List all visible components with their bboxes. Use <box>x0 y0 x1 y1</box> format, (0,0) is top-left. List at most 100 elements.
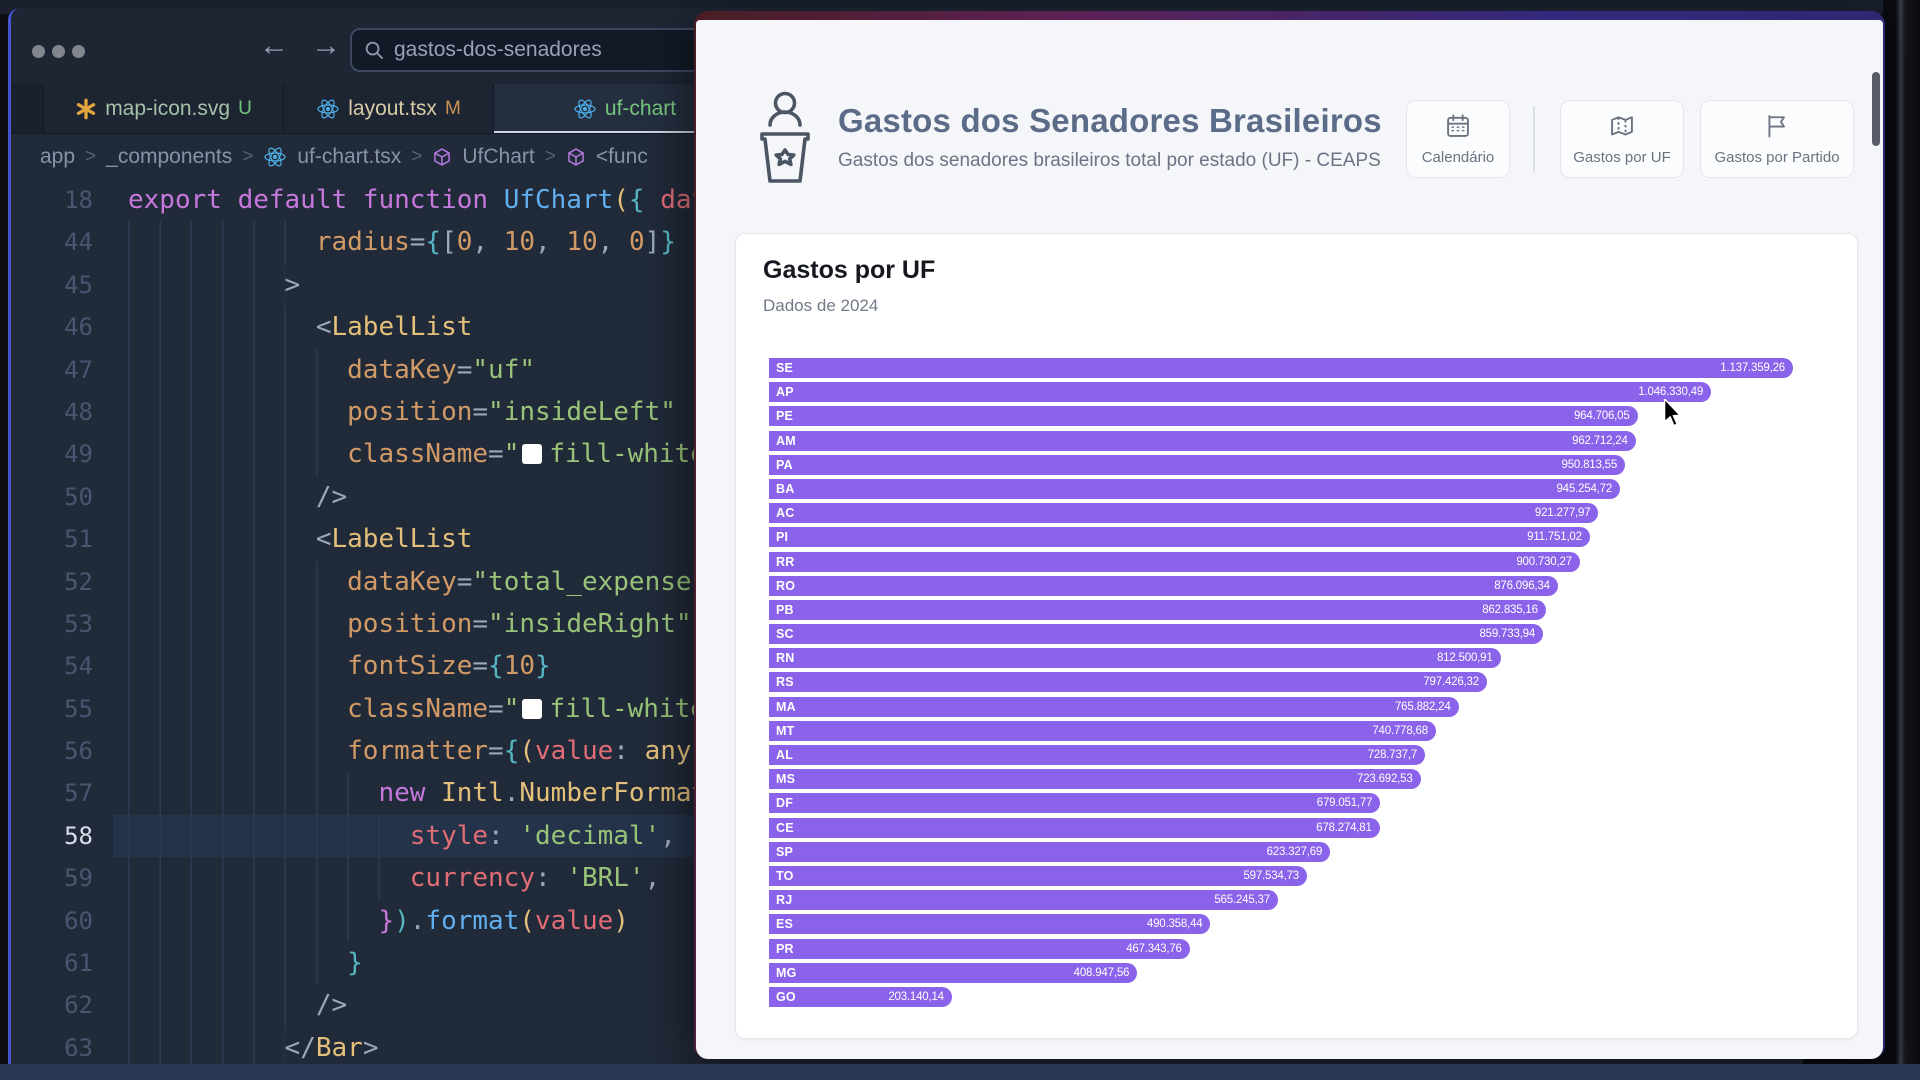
code-line-59[interactable]: 59 currency: 'BRL', <box>11 857 1803 900</box>
bar-AM[interactable]: AM 962.712,24 <box>769 430 1636 451</box>
code-line-54[interactable]: 54 fontSize={10} <box>11 645 1803 688</box>
bar-row-MS: MS 723.692,53 <box>769 769 1793 790</box>
bar-MS[interactable]: MS 723.692,53 <box>769 769 1421 790</box>
bar-TO[interactable]: TO 597.534,73 <box>769 865 1307 886</box>
line-content[interactable]: className=" fill-white <box>113 433 1803 476</box>
breadcrumb-item[interactable]: app <box>40 144 76 168</box>
bar-CE[interactable]: CE 678.274,81 <box>769 817 1380 838</box>
line-content[interactable]: dataKey="total_expenses" <box>113 560 1803 603</box>
bar-SP[interactable]: SP 623.327,69 <box>769 841 1331 862</box>
bar-row-BA: BA 945.254,72 <box>769 478 1793 499</box>
bar-PE[interactable]: PE 964.706,05 <box>769 406 1638 427</box>
bar-RJ[interactable]: RJ 565.245,37 <box>769 890 1278 911</box>
line-content[interactable]: /> <box>113 475 1803 519</box>
bar-PB[interactable]: PB 862.835,16 <box>769 599 1546 620</box>
mouse-cursor <box>1662 399 1684 427</box>
line-content[interactable]: /> <box>113 984 1803 1027</box>
breadcrumb-item[interactable]: _components <box>106 144 233 168</box>
bar-value-label: 1.137.359,26 <box>1720 362 1785 374</box>
bar-AP[interactable]: AP 1.046.330,49 <box>769 382 1712 403</box>
code-line-44[interactable]: 44 radius={[0, 10, 10, 0]} <box>11 221 1803 264</box>
bar-row-AL: AL 728.737,7 <box>769 745 1793 765</box>
bar-row-RO: RO 876.096,34 <box>769 575 1793 596</box>
minimize-window-icon[interactable] <box>52 45 65 58</box>
tab-layout.tsx[interactable]: layout.tsx M <box>284 84 494 133</box>
window-traffic-lights[interactable] <box>32 45 85 58</box>
line-content[interactable]: formatter={(value: any) => <box>113 730 1803 773</box>
line-content[interactable]: dataKey="uf" <box>113 348 1803 391</box>
line-content[interactable]: radius={[0, 10, 10, 0]} <box>113 221 1803 264</box>
bar-RN[interactable]: RN 812.500,91 <box>769 648 1501 669</box>
bar-BA[interactable]: BA 945.254,72 <box>769 478 1621 499</box>
bar-AL[interactable]: AL 728.737,7 <box>769 745 1426 765</box>
bar-row-SC: SC 859.733,94 <box>769 624 1793 645</box>
bar-MA[interactable]: MA 765.882,24 <box>769 696 1459 717</box>
calendar-button[interactable]: Calendário <box>1406 100 1510 178</box>
code-line-18[interactable]: 18 export default function UfChart({ data… <box>11 179 1803 221</box>
bar-RO[interactable]: RO 876.096,34 <box>769 575 1558 596</box>
breadcrumb-item[interactable]: uf-chart.tsx <box>297 144 402 168</box>
line-content[interactable]: currency: 'BRL', <box>113 857 1803 900</box>
flag-icon <box>1763 112 1791 140</box>
bar-GO[interactable]: GO 203.140,14 <box>769 986 952 1007</box>
scrollbar-thumb[interactable] <box>1872 72 1880 146</box>
bar-row-ES: ES 490.358,44 <box>769 914 1793 935</box>
bar-ES[interactable]: ES 490.358,44 <box>769 914 1211 935</box>
line-content[interactable]: <LabelList <box>113 306 1803 349</box>
line-content[interactable]: }).format(value) <box>113 899 1803 943</box>
uf-bar-chart: SE 1.137.359,26 AP 1.046.330,49 PE 964.706,05… <box>769 358 1793 1011</box>
indent-guides <box>128 899 379 943</box>
gastos-por-partido-button[interactable]: Gastos por Partido <box>1700 100 1854 178</box>
code-line-52[interactable]: 52 dataKey="total_expenses" <box>11 560 1803 603</box>
forward-arrow-icon[interactable]: → <box>311 29 341 62</box>
code-line-45[interactable]: 45 > <box>11 263 1803 307</box>
bar-RR[interactable]: RR 900.730,27 <box>769 551 1580 572</box>
bar-AC[interactable]: AC 921.277,97 <box>769 503 1599 524</box>
line-content[interactable]: } <box>113 942 1803 985</box>
bar-PI[interactable]: PI 911.751,02 <box>769 527 1590 548</box>
bar-MT[interactable]: MT 740.778,68 <box>769 720 1436 741</box>
tab-label: map-icon.svg <box>105 96 231 120</box>
bar-PA[interactable]: PA 950.813,55 <box>769 454 1626 475</box>
code-line-50[interactable]: 50 /> <box>11 475 1803 519</box>
code-line-56[interactable]: 56 formatter={(value: any) => <box>11 730 1803 773</box>
code-line-49[interactable]: 49 className=" fill-white <box>11 433 1803 476</box>
git-status-badge: M <box>444 97 461 119</box>
bar-PR[interactable]: PR 467.343,76 <box>769 938 1190 959</box>
code-line-62[interactable]: 62 /> <box>11 984 1803 1027</box>
bar-row-RS: RS 797.426,32 <box>769 672 1793 693</box>
bar-uf-label: RR <box>776 554 795 569</box>
line-content[interactable]: position="insideRight" <box>113 602 1803 646</box>
cube-icon <box>566 147 586 167</box>
line-content[interactable]: > <box>113 263 1803 307</box>
bar-DF[interactable]: DF 679.051,77 <box>769 793 1381 814</box>
line-content[interactable]: export default function UfChart({ data, <box>128 185 739 215</box>
maximize-window-icon[interactable] <box>72 45 85 58</box>
breadcrumb-item[interactable]: <func <box>595 144 648 168</box>
code-line-63[interactable]: 63 </Bar> <box>11 1026 1803 1066</box>
code-line-55[interactable]: 55 className=" fill-white <box>11 687 1803 731</box>
breadcrumb-item[interactable]: UfChart <box>462 144 535 168</box>
back-arrow-icon[interactable]: ← <box>259 29 289 62</box>
indent-guides <box>128 221 316 264</box>
line-content[interactable]: <LabelList <box>113 518 1803 561</box>
close-window-icon[interactable] <box>32 45 45 58</box>
line-content[interactable]: fontSize={10} <box>113 645 1803 688</box>
bar-SE[interactable]: SE 1.137.359,26 <box>769 358 1793 378</box>
bar-RS[interactable]: RS 797.426,32 <box>769 672 1487 693</box>
code-line-51[interactable]: 51 <LabelList <box>11 518 1803 561</box>
line-content[interactable]: </Bar> <box>113 1026 1803 1066</box>
code-line-53[interactable]: 53 position="insideRight" <box>11 602 1803 646</box>
bar-uf-label: AP <box>776 385 794 400</box>
bar-SC[interactable]: SC 859.733,94 <box>769 624 1544 645</box>
code-line-61[interactable]: 61 } <box>11 942 1803 985</box>
code-line-47[interactable]: 47 dataKey="uf" <box>11 348 1803 391</box>
code-line-60[interactable]: 60 }).format(value) <box>11 899 1803 943</box>
gastos-por-uf-button[interactable]: Gastos por UF <box>1560 100 1684 178</box>
tab-map-icon.svg[interactable]: map-icon.svg U <box>44 84 284 133</box>
line-content[interactable]: className=" fill-white <box>113 687 1803 731</box>
bar-MG[interactable]: MG 408.947,56 <box>769 962 1138 983</box>
code-line-46[interactable]: 46 <LabelList <box>11 306 1803 349</box>
code-line-48[interactable]: 48 position="insideLeft" <box>11 390 1803 434</box>
line-content[interactable]: position="insideLeft" <box>113 390 1803 434</box>
